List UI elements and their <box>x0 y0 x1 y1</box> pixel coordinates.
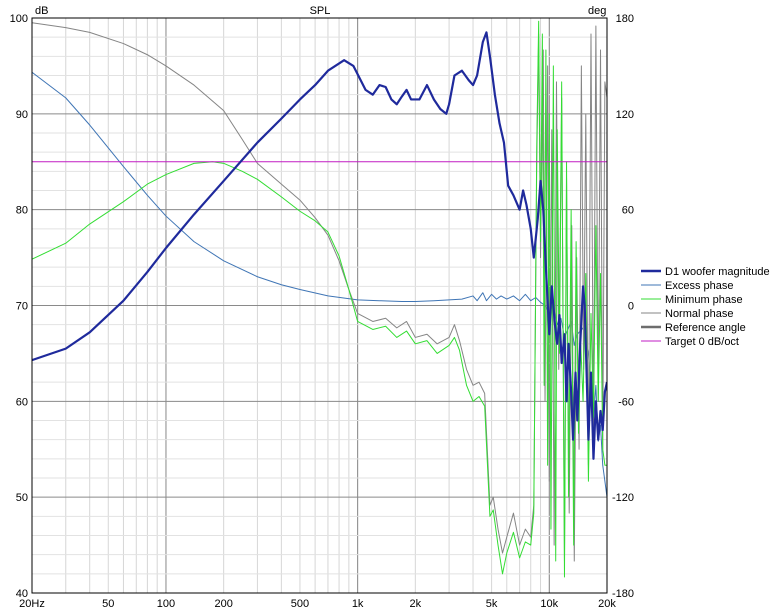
right-tick-label: 180 <box>616 13 634 25</box>
left-tick-label: 50 <box>16 492 28 504</box>
x-tick-label: 20Hz <box>19 598 45 610</box>
legend-entry: Excess phase <box>665 280 733 292</box>
left-tick-label: 80 <box>16 205 28 217</box>
left-tick-label: 60 <box>16 396 28 408</box>
legend-entry: Normal phase <box>665 308 733 320</box>
series-line-d1-woofer-magnitude <box>32 31 607 460</box>
legend: D1 woofer magnitude Excess phase Minimum p… <box>641 266 770 348</box>
left-tick-label: 40 <box>16 588 28 600</box>
right-tick-label: 120 <box>616 109 634 121</box>
legend-entry: D1 woofer magnitude <box>665 266 770 278</box>
left-axis-label: dB <box>35 5 48 17</box>
grid <box>32 18 607 593</box>
series-line-minimum-phase <box>32 20 607 578</box>
legend-entry: Target 0 dB/oct <box>665 336 739 348</box>
right-axis-ticks: -180 -120 -60 0 60 120 180 <box>612 13 634 600</box>
chart-title: SPL <box>310 5 331 17</box>
legend-entry: Reference angle <box>665 322 746 334</box>
x-tick-label: 20k <box>598 598 616 610</box>
x-tick-label: 100 <box>157 598 175 610</box>
right-axis-label: deg <box>588 5 606 17</box>
x-axis-ticks: 20Hz 50 100 200 500 1k 2k 5k 10k 20k <box>19 598 616 610</box>
right-tick-label: -120 <box>612 492 634 504</box>
right-tick-label: -60 <box>618 396 634 408</box>
series-line-excess-phase <box>32 71 607 498</box>
right-tick-label: 60 <box>622 205 634 217</box>
x-tick-label: 2k <box>410 598 422 610</box>
left-tick-label: 100 <box>10 13 28 25</box>
left-tick-label: 90 <box>16 109 28 121</box>
x-tick-label: 5k <box>486 598 498 610</box>
series-line-normal-phase <box>32 22 607 562</box>
x-tick-label: 500 <box>291 598 309 610</box>
left-tick-label: 70 <box>16 301 28 313</box>
plot-frame <box>31 17 608 594</box>
x-tick-label: 50 <box>102 598 114 610</box>
legend-entry: Minimum phase <box>665 294 743 306</box>
x-tick-label: 10k <box>540 598 558 610</box>
right-tick-label: 0 <box>628 301 634 313</box>
x-tick-label: 1k <box>352 598 364 610</box>
right-tick-label: -180 <box>612 588 634 600</box>
series-layer <box>32 20 607 578</box>
left-axis-ticks: 40 50 60 70 80 90 100 <box>10 13 28 600</box>
x-tick-label: 200 <box>214 598 232 610</box>
